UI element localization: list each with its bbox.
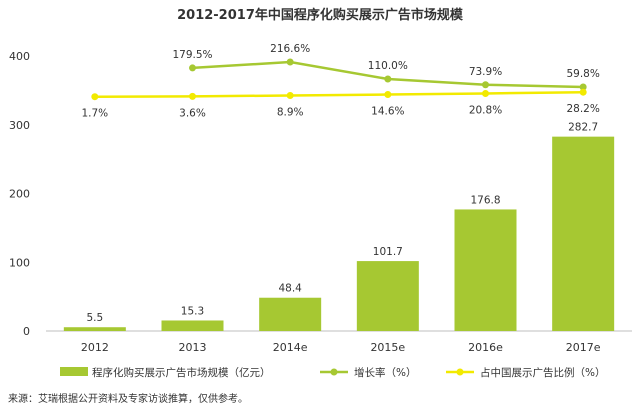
y-tick-label: 400 xyxy=(9,50,30,63)
share-point xyxy=(91,93,99,101)
x-tick-label: 2017e xyxy=(566,341,601,354)
growth-point xyxy=(286,58,294,66)
x-tick-label: 2013 xyxy=(179,341,207,354)
growth-point xyxy=(189,64,196,72)
chart-title: 2012-2017年中国程序化购买展示广告市场规模 xyxy=(177,7,464,23)
share-point xyxy=(482,89,489,97)
share-point xyxy=(384,91,392,99)
x-tick-label: 2015e xyxy=(370,341,405,354)
bar xyxy=(161,320,224,331)
x-tick-label: 2016e xyxy=(468,341,503,354)
growth-point xyxy=(482,81,489,89)
share-point xyxy=(286,91,294,99)
growth-label: 110.0% xyxy=(368,60,408,72)
legend-marker-growth xyxy=(330,368,338,376)
bar-value-label: 15.3 xyxy=(181,305,204,317)
legend: 程序化购买展示广告市场规模（亿元） 增长率（%） 占中国展示广告比例（%） xyxy=(60,366,605,379)
legend-marker-share xyxy=(456,368,464,376)
legend-swatch-bar xyxy=(60,367,88,376)
y-tick-label: 200 xyxy=(9,188,30,201)
bars: 5.5 15.3 48.4 101.7 176.8 282.7 xyxy=(63,122,615,331)
x-tick-label: 2012 xyxy=(81,341,109,354)
source-note: 来源：艾瑞根据公开资料及专家访谈推算，仅供参考。 xyxy=(8,392,248,405)
legend-label-growth: 增长率（%） xyxy=(354,366,416,379)
legend-label-bar: 程序化购买展示广告市场规模（亿元） xyxy=(92,366,271,379)
share-label: 20.8% xyxy=(469,104,502,116)
share-point xyxy=(579,88,587,96)
bar xyxy=(454,209,517,331)
growth-label: 179.5% xyxy=(172,49,212,61)
bar-value-label: 176.8 xyxy=(470,194,500,206)
share-line xyxy=(94,90,584,98)
y-tick-label: 100 xyxy=(9,256,30,269)
share-label: 1.7% xyxy=(81,108,108,120)
bar xyxy=(552,136,615,331)
y-tick-label: 0 xyxy=(23,325,30,338)
bar-value-label: 5.5 xyxy=(86,312,103,324)
bar-value-label: 282.7 xyxy=(568,122,598,134)
bar-value-label: 101.7 xyxy=(373,246,403,258)
y-tick-label: 300 xyxy=(9,119,30,132)
growth-label: 59.8% xyxy=(566,68,599,80)
bar xyxy=(63,327,126,331)
growth-point xyxy=(579,83,587,91)
share-label: 8.9% xyxy=(277,106,304,118)
share-label: 3.6% xyxy=(179,107,206,119)
legend-label-share: 占中国展示广告比例（%） xyxy=(480,366,605,379)
share-point xyxy=(189,92,196,100)
axes: 0 100 200 300 400 2012 2013 2014e 2015e 2016e 2017… xyxy=(9,50,632,354)
x-tick-label: 2014e xyxy=(273,341,308,354)
bar xyxy=(356,261,419,331)
bar-value-label: 48.4 xyxy=(278,283,302,295)
share-label: 28.2% xyxy=(566,103,599,115)
growth-label: 216.6% xyxy=(270,43,310,55)
share-label: 14.6% xyxy=(371,106,404,118)
bar xyxy=(259,297,322,331)
growth-point xyxy=(384,75,392,83)
growth-label: 73.9% xyxy=(469,66,502,78)
lines: 179.5% 216.6% 110.0% 73.9% 59.8% 1.7% 3.6% 8.9%… xyxy=(81,43,599,120)
